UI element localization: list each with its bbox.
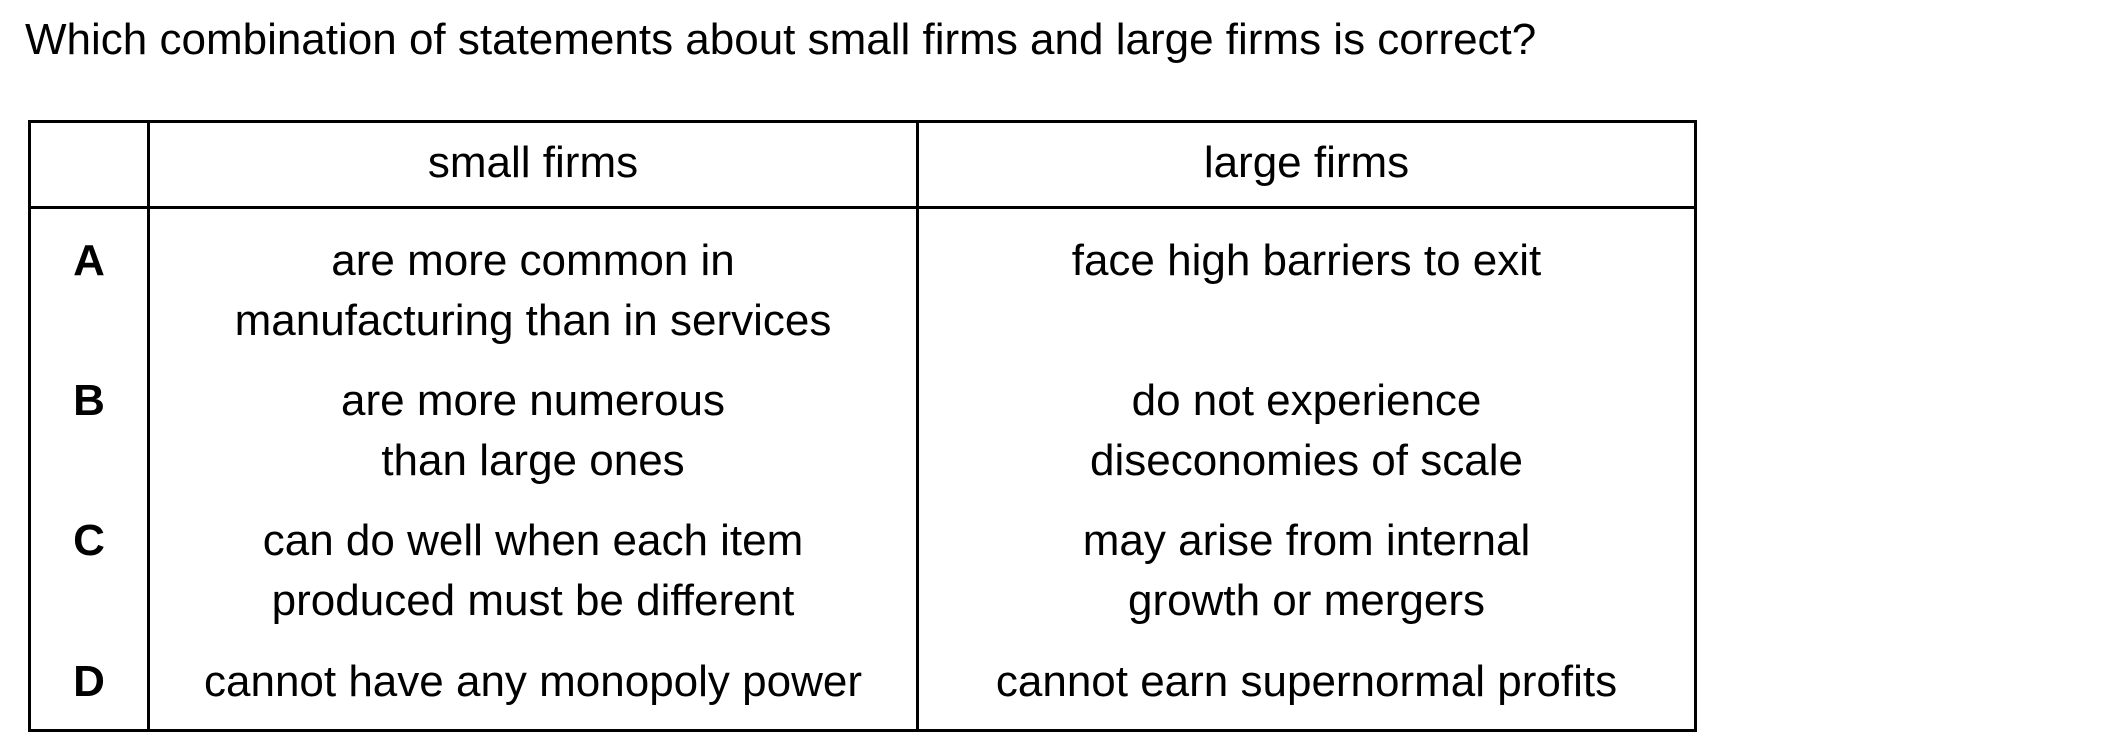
option-letter-b: B bbox=[73, 376, 105, 425]
option-d-large-line-1: cannot earn supernormal profits bbox=[995, 657, 1618, 706]
option-c-small-line-2: produced must be different bbox=[271, 576, 795, 625]
option-c-large-line-2: growth or mergers bbox=[1127, 576, 1485, 625]
option-b-small-line-1: are more numerous bbox=[341, 376, 725, 425]
option-c-large: may arise from internal growth or merger… bbox=[919, 511, 1694, 631]
option-d-small: cannot have any monopoly power bbox=[150, 652, 916, 712]
option-letter-a: A bbox=[73, 236, 105, 285]
column-divider-2 bbox=[916, 123, 919, 729]
column-divider-1 bbox=[147, 123, 150, 729]
question-text: Which combination of statements about sm… bbox=[25, 15, 1537, 64]
option-b-small: are more numerous than large ones bbox=[150, 371, 916, 491]
option-c-large-line-1: may arise from internal bbox=[1082, 516, 1531, 565]
option-b-large: do not experience diseconomies of scale bbox=[919, 371, 1694, 491]
option-a-small: are more common in manufacturing than in… bbox=[150, 231, 916, 351]
option-b-large-line-2: diseconomies of scale bbox=[1090, 436, 1523, 485]
option-c-small: can do well when each item produced must… bbox=[150, 511, 916, 631]
option-b-small-line-2: than large ones bbox=[381, 436, 685, 485]
header-divider bbox=[31, 206, 1694, 209]
option-letter-d: D bbox=[73, 657, 105, 706]
option-a-small-line-1: are more common in bbox=[331, 236, 735, 285]
option-a-large-line-1: face high barriers to exit bbox=[1071, 236, 1542, 285]
option-a-small-line-2: manufacturing than in services bbox=[234, 296, 832, 345]
option-b-large-line-1: do not experience bbox=[1131, 376, 1482, 425]
option-d-large: cannot earn supernormal profits bbox=[919, 652, 1694, 712]
option-d-small-line-1: cannot have any monopoly power bbox=[204, 657, 862, 706]
option-a-large: face high barriers to exit bbox=[919, 231, 1694, 291]
answer-table: small firms large firms A are more commo… bbox=[28, 120, 1697, 732]
header-small-firms: small firms bbox=[427, 138, 639, 187]
header-large-firms: large firms bbox=[1203, 138, 1410, 187]
option-c-small-line-1: can do well when each item bbox=[262, 516, 804, 565]
option-letter-c: C bbox=[73, 516, 105, 565]
